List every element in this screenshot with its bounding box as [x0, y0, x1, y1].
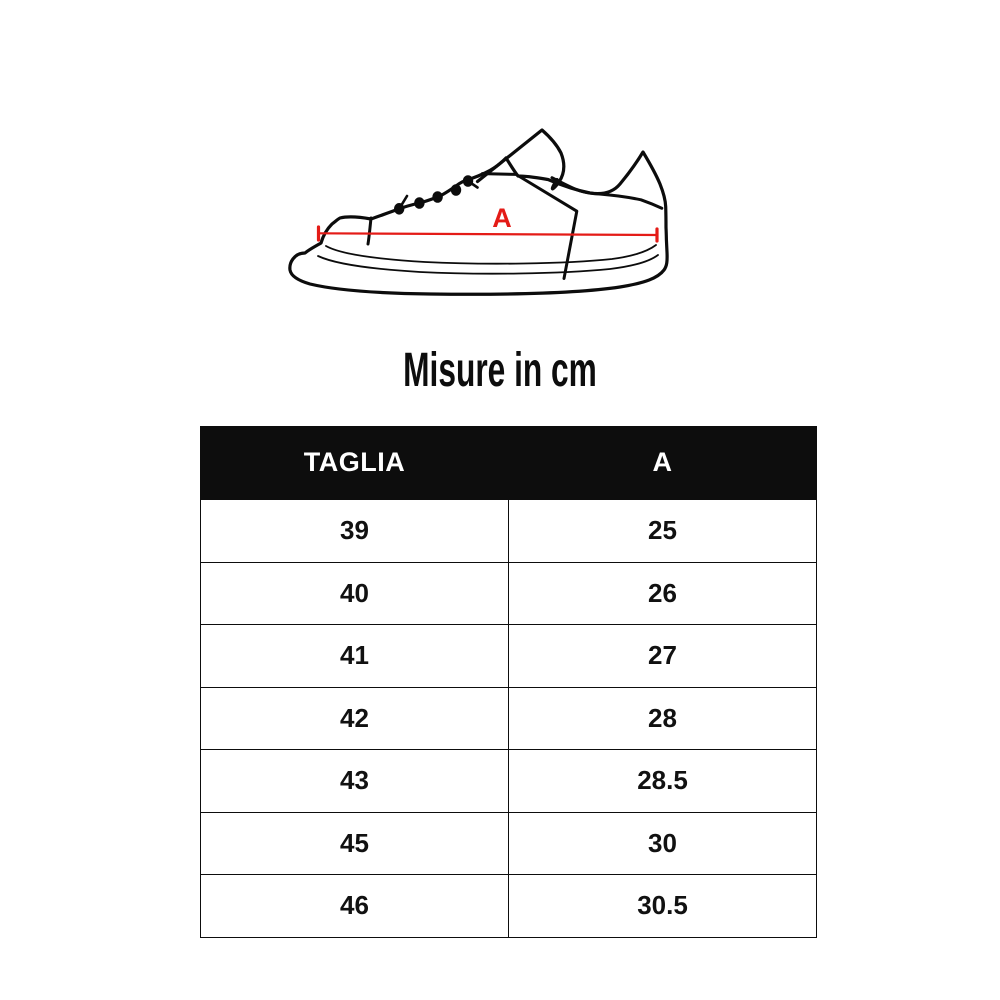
svg-text:A: A — [492, 203, 512, 233]
